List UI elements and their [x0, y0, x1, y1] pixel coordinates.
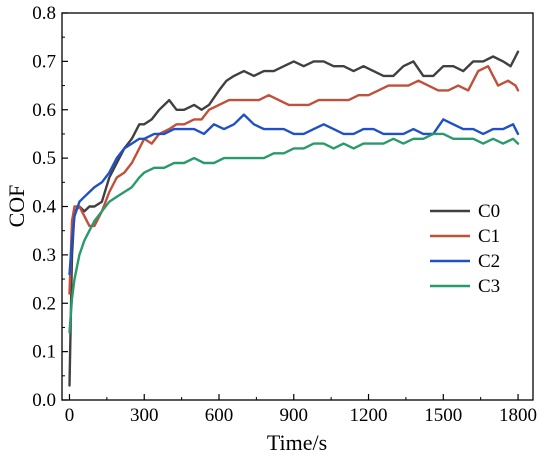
- x-tick-label: 1200: [350, 405, 388, 426]
- series-line-c2: [68, 113, 520, 276]
- legend-label-c3: C3: [478, 276, 500, 297]
- x-tick-label: 1800: [499, 405, 537, 426]
- series-line-c3: [68, 132, 520, 334]
- y-tick-label: 0.7: [32, 51, 56, 72]
- y-tick-label: 0.8: [32, 3, 56, 24]
- y-tick-label: 0.3: [32, 245, 56, 266]
- x-tick-label: 900: [280, 405, 309, 426]
- y-tick-label: 0.5: [32, 148, 56, 169]
- y-tick-label: 0.2: [32, 293, 56, 314]
- legend-label-c2: C2: [478, 251, 500, 272]
- legend: C0 C1 C2 C3: [430, 201, 500, 297]
- x-axis: 0 300 600 900 1200 1500 1800: [65, 394, 537, 426]
- series-line-c0: [68, 50, 520, 387]
- y-tick-label: 0.0: [32, 390, 56, 411]
- legend-label-c0: C0: [478, 201, 500, 222]
- y-tick-label: 0.4: [32, 197, 56, 218]
- y-axis-title: COF: [4, 185, 29, 228]
- legend-label-c1: C1: [478, 226, 500, 247]
- plot-area: [61, 12, 534, 401]
- x-tick-label: 300: [130, 405, 159, 426]
- y-tick-label: 0.1: [32, 342, 56, 363]
- series-line-c1: [68, 64, 520, 295]
- y-axis: 0.0 0.1 0.2 0.3 0.4 0.5 0.6 0.7 0.8: [32, 3, 68, 411]
- x-tick-label: 0: [65, 405, 75, 426]
- x-axis-title: Time/s: [267, 430, 327, 455]
- x-tick-label: 600: [205, 405, 234, 426]
- x-tick-label: 1500: [424, 405, 462, 426]
- series-layer: [68, 50, 520, 387]
- y-tick-label: 0.6: [32, 100, 56, 121]
